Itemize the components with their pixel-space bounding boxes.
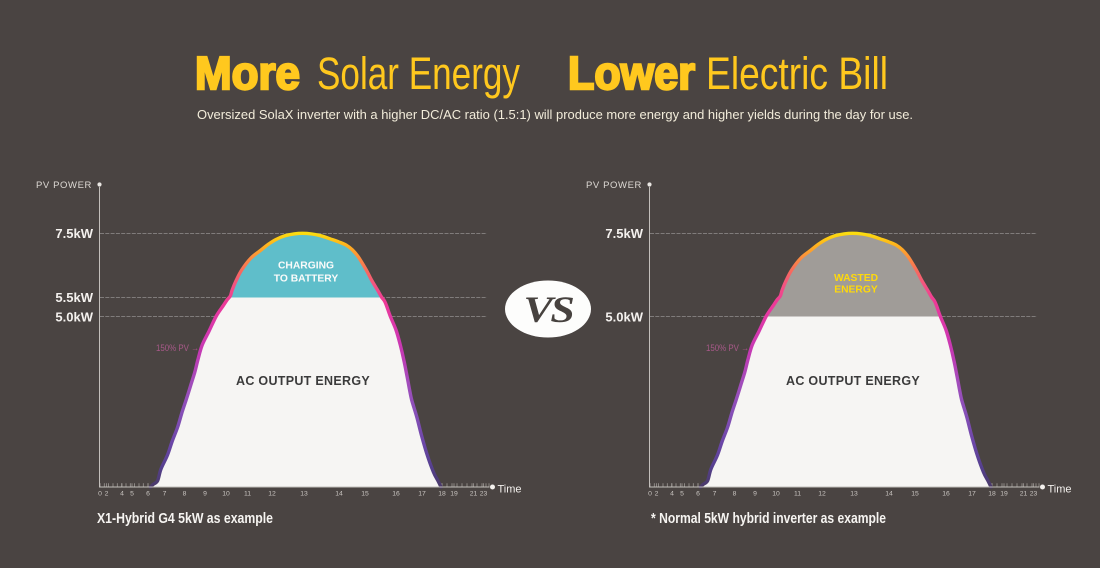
svg-text:6: 6	[696, 490, 700, 497]
svg-text:21: 21	[470, 490, 478, 497]
svg-text:Time: Time	[498, 484, 522, 496]
svg-text:13: 13	[300, 490, 308, 497]
svg-text:18: 18	[438, 490, 446, 497]
svg-text:AC OUTPUT ENERGY: AC OUTPUT ENERGY	[236, 374, 370, 388]
svg-text:14: 14	[335, 490, 343, 497]
svg-text:21: 21	[1020, 490, 1028, 497]
svg-text:11: 11	[794, 490, 801, 497]
svg-text:0: 0	[648, 490, 652, 497]
svg-text:7.5kW: 7.5kW	[55, 226, 93, 241]
svg-text:8: 8	[733, 490, 737, 497]
svg-text:23: 23	[480, 490, 488, 497]
svg-text:15: 15	[911, 490, 919, 497]
svg-text:PV POWER: PV POWER	[36, 180, 92, 191]
svg-text:X1-Hybrid G4 5kW as example: X1-Hybrid G4 5kW as example	[97, 511, 273, 527]
svg-text:8: 8	[183, 490, 187, 497]
svg-text:AC OUTPUT ENERGY: AC OUTPUT ENERGY	[786, 374, 920, 388]
svg-text:19: 19	[450, 490, 458, 497]
svg-text:19: 19	[1000, 490, 1008, 497]
svg-text:5: 5	[680, 490, 684, 497]
svg-text:11: 11	[244, 490, 251, 497]
svg-text:5: 5	[130, 490, 134, 497]
svg-text:5.0kW: 5.0kW	[55, 310, 93, 325]
svg-text:4: 4	[670, 490, 674, 497]
svg-text:7: 7	[163, 490, 167, 497]
svg-text:16: 16	[942, 490, 950, 497]
svg-text:17: 17	[968, 490, 976, 497]
svg-text:TO BATTERY: TO BATTERY	[274, 274, 339, 285]
svg-text:Time: Time	[1048, 484, 1072, 496]
svg-text:0: 0	[98, 490, 102, 497]
svg-text:10: 10	[772, 490, 780, 497]
svg-text:WASTED: WASTED	[834, 273, 878, 284]
svg-text:12: 12	[818, 490, 826, 497]
svg-text:10: 10	[222, 490, 230, 497]
svg-text:4: 4	[120, 490, 124, 497]
svg-text:PV POWER: PV POWER	[586, 180, 642, 191]
svg-text:More: More	[195, 47, 300, 99]
svg-text:9: 9	[753, 490, 757, 497]
svg-text:9: 9	[203, 490, 207, 497]
svg-text:* Normal 5kW hybrid inverter a: * Normal 5kW hybrid inverter as example	[651, 511, 886, 527]
svg-text:VS: VS	[524, 290, 575, 331]
svg-text:Lower: Lower	[568, 47, 695, 99]
svg-text:16: 16	[392, 490, 400, 497]
svg-text:150% PV →: 150% PV →	[706, 343, 749, 354]
svg-text:7: 7	[713, 490, 717, 497]
svg-text:CHARGING: CHARGING	[278, 261, 334, 272]
svg-text:17: 17	[418, 490, 426, 497]
svg-text:Oversized SolaX inverter with: Oversized SolaX inverter with a higher D…	[197, 107, 913, 122]
svg-text:5.0kW: 5.0kW	[605, 310, 643, 325]
svg-text:14: 14	[885, 490, 893, 497]
svg-text:5.5kW: 5.5kW	[55, 290, 93, 305]
svg-text:150% PV →: 150% PV →	[156, 343, 199, 354]
svg-text:13: 13	[850, 490, 858, 497]
svg-text:6: 6	[146, 490, 150, 497]
svg-text:12: 12	[268, 490, 276, 497]
svg-text:23: 23	[1030, 490, 1038, 497]
svg-text:18: 18	[988, 490, 996, 497]
svg-text:Solar Energy: Solar Energy	[317, 48, 520, 99]
svg-text:ENERGY: ENERGY	[834, 285, 878, 296]
svg-text:7.5kW: 7.5kW	[605, 226, 643, 241]
svg-text:Electric Bill: Electric Bill	[706, 48, 888, 99]
svg-text:15: 15	[361, 490, 369, 497]
svg-text:2: 2	[655, 490, 659, 497]
svg-text:2: 2	[105, 490, 109, 497]
